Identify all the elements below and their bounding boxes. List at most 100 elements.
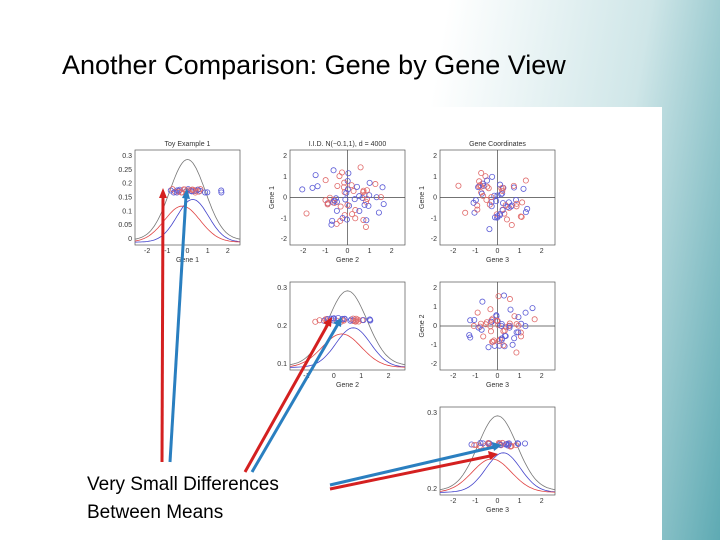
y-tick-label: -2 (431, 361, 437, 368)
y-tick-label: 0.2 (277, 323, 287, 330)
point (366, 179, 373, 186)
point (503, 216, 510, 223)
point (361, 201, 368, 208)
point (485, 185, 492, 192)
point (502, 333, 509, 340)
point (345, 170, 352, 177)
point (348, 182, 355, 189)
point (339, 169, 346, 176)
x-tick-label: 2 (540, 498, 544, 505)
point (495, 322, 502, 329)
point (487, 328, 494, 335)
point (330, 196, 337, 203)
point (495, 293, 502, 300)
arrow (160, 195, 165, 463)
point (322, 177, 329, 184)
x-tick-label: 0 (496, 373, 500, 380)
point (508, 443, 515, 450)
point (360, 317, 367, 324)
point (377, 194, 384, 201)
y-tick-label: 1 (433, 304, 437, 311)
point (511, 335, 518, 342)
x-tick-label: 2 (226, 248, 230, 255)
x-tick-label: 0 (346, 248, 350, 255)
point (518, 333, 525, 340)
point (362, 223, 369, 230)
point (350, 188, 357, 195)
y-tick-label: -1 (281, 215, 287, 222)
point (331, 197, 338, 204)
x-axis-label: Gene 2 (336, 382, 359, 389)
point (510, 182, 517, 189)
point (337, 217, 344, 224)
point (352, 215, 359, 222)
point (486, 226, 493, 233)
x-tick-label: 0 (496, 248, 500, 255)
y-tick-label: 2 (433, 285, 437, 292)
point (499, 207, 506, 214)
y-tick-label: 0 (128, 236, 132, 243)
point (475, 324, 482, 331)
point (505, 441, 512, 448)
point (344, 178, 351, 185)
arrow (250, 323, 340, 473)
point (360, 216, 367, 223)
axes (289, 281, 406, 371)
point (467, 317, 474, 324)
point (480, 333, 487, 340)
point (488, 194, 495, 201)
point (522, 177, 529, 184)
point (498, 185, 505, 192)
point (328, 221, 335, 228)
point (360, 189, 367, 196)
point (303, 210, 310, 217)
point (353, 317, 360, 324)
point (477, 182, 484, 189)
point (486, 201, 493, 208)
x-tick-label: 2 (390, 248, 394, 255)
panel-title: Gene Coordinates (469, 141, 526, 148)
y-tick-label: -1 (431, 215, 437, 222)
point (502, 202, 509, 209)
point (494, 317, 501, 324)
point (477, 439, 484, 446)
point (498, 322, 505, 329)
point (501, 343, 508, 350)
axes (134, 149, 241, 246)
point (471, 442, 478, 449)
point (498, 336, 505, 343)
x-tick-label: 1 (206, 248, 210, 255)
point (514, 440, 521, 447)
y-tick-label: 0.25 (118, 167, 132, 174)
point (373, 194, 380, 201)
x-tick-label: 2 (540, 248, 544, 255)
point (476, 178, 483, 185)
x-axis-label: Gene 3 (486, 257, 509, 264)
y-axis-label: Gene 1 (269, 186, 276, 209)
point (511, 313, 518, 320)
density-curve (134, 159, 241, 240)
point (343, 189, 350, 196)
point (353, 183, 360, 190)
point (366, 192, 373, 199)
point (316, 317, 323, 324)
point (483, 319, 490, 326)
y-tick-label: 0.1 (122, 208, 132, 215)
y-tick-label: 0 (433, 323, 437, 330)
point (341, 179, 348, 186)
point (380, 201, 387, 208)
density-curve (440, 452, 556, 493)
point (471, 316, 478, 323)
point (491, 337, 498, 344)
point (485, 440, 492, 447)
x-axis-label: Gene 2 (336, 257, 359, 264)
point (349, 211, 356, 218)
point (185, 187, 192, 194)
point (462, 209, 469, 216)
y-tick-label: 0.2 (427, 486, 437, 493)
point (477, 323, 484, 330)
point (312, 172, 319, 179)
point (314, 183, 321, 190)
x-tick-label: -2 (300, 248, 306, 255)
